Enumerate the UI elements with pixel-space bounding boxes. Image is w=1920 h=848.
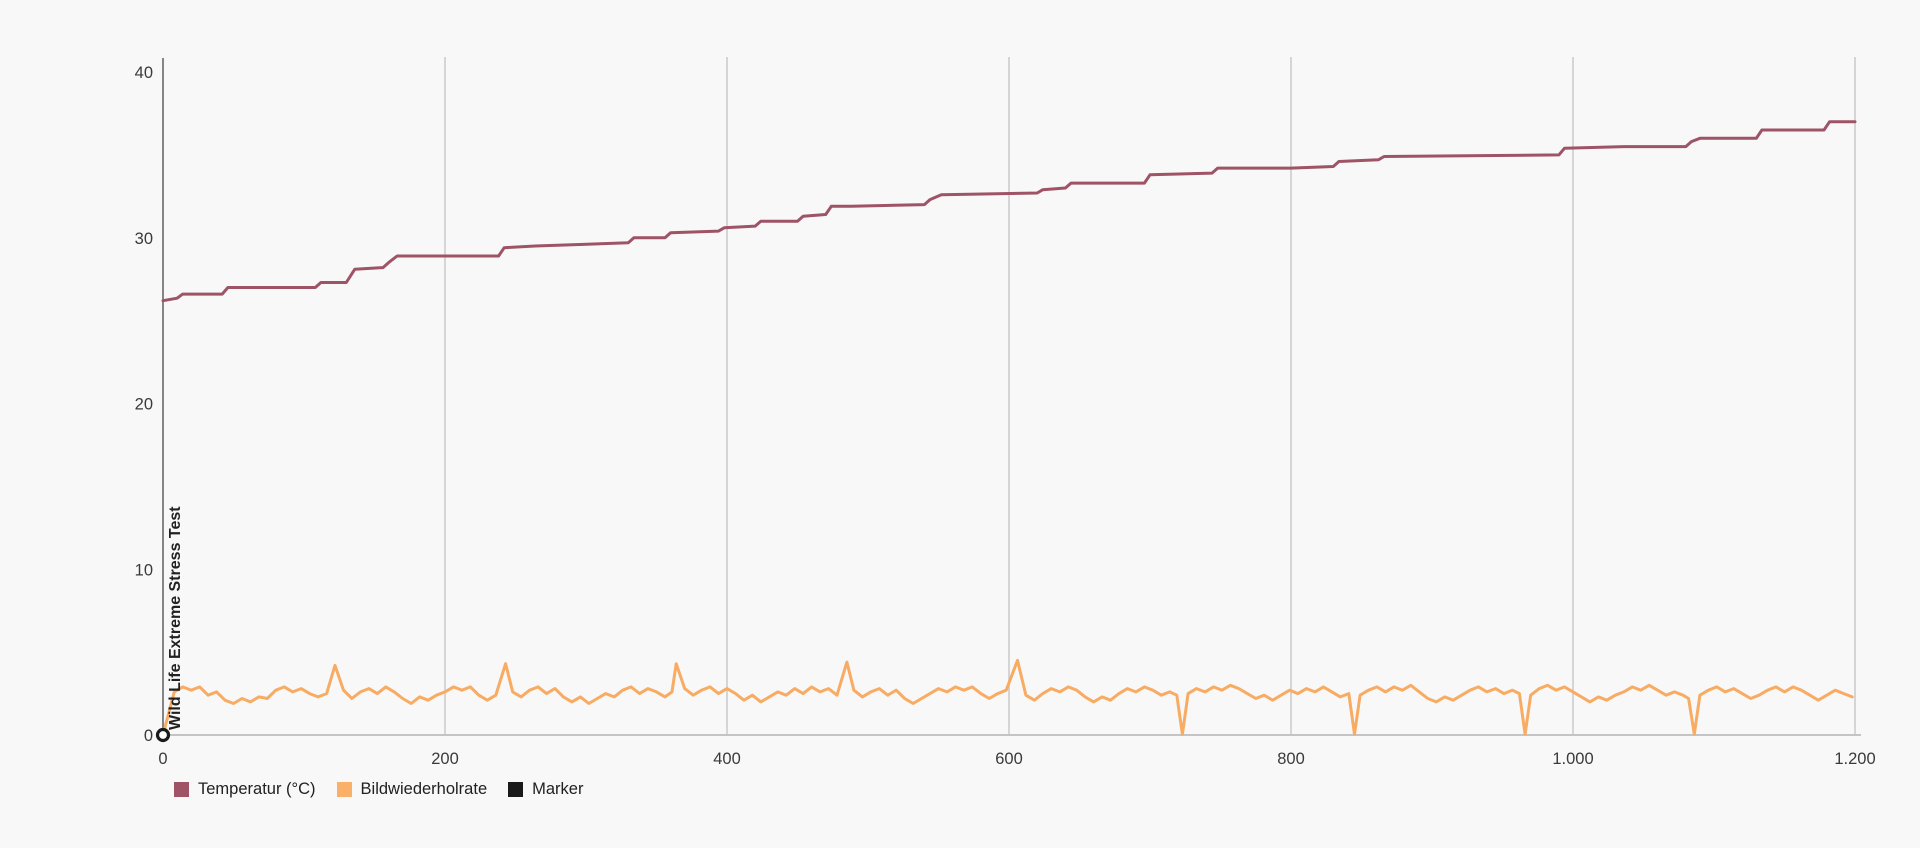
y-tick-label-30: 30: [135, 230, 153, 248]
series-line-0: [161, 120, 1857, 303]
y-tick-label-0: 0: [144, 727, 153, 745]
x-tick-label-0: 0: [158, 750, 167, 768]
legend-item-temperatur: Temperatur (°C): [174, 781, 316, 798]
y-tick-label-40: 40: [135, 64, 153, 82]
chart-legend: Temperatur (°C) Bildwiederholrate Marker: [174, 781, 583, 798]
x-tick-label-600: 600: [995, 750, 1023, 768]
bildwiederholrate-swatch-icon: [336, 781, 352, 797]
marker-swatch-icon: [508, 781, 524, 797]
x-tick-label-400: 400: [713, 750, 741, 768]
legend-label-marker: Marker: [532, 780, 584, 798]
x-tick-label-200: 200: [431, 750, 459, 768]
legend-item-marker: Marker: [508, 781, 583, 798]
marker-point: [155, 727, 171, 743]
legend-label-temperatur: Temperatur (°C): [198, 780, 316, 798]
y-tick-label-10: 10: [135, 561, 153, 579]
x-tick-label-800: 800: [1277, 750, 1305, 768]
legend-item-bildwiederholrate: Bildwiederholrate: [336, 780, 488, 798]
temperatur-swatch-icon: [174, 781, 189, 797]
y-tick-label-20: 20: [135, 396, 153, 414]
legend-label-bildwiederholrate: Bildwiederholrate: [360, 780, 488, 798]
chart-title-vertical: Wild Life Extreme Stress Test: [167, 506, 184, 730]
x-tick-label-1.000: 1.000: [1552, 750, 1593, 768]
x-tick-label-1.200: 1.200: [1834, 750, 1875, 768]
series-line-1: [161, 658, 1854, 737]
